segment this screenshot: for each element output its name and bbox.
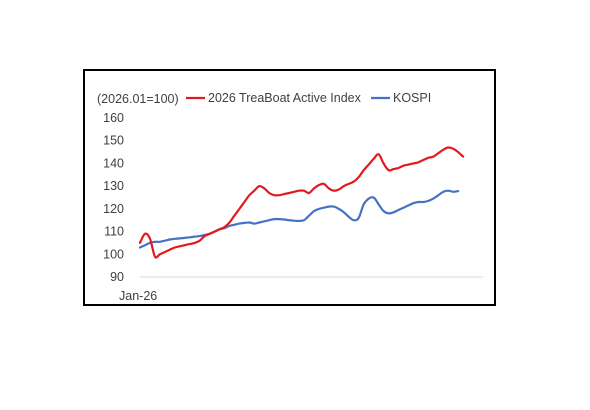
legend-label: KOSPI [393, 91, 431, 105]
y-tick-label: 90 [110, 270, 124, 284]
line-chart: (2026.01=100) 2026 TreaBoat Active Index… [97, 91, 483, 303]
y-tick-label: 100 [103, 247, 124, 261]
legend-label: 2026 TreaBoat Active Index [208, 91, 362, 105]
chart-frame: (2026.01=100) 2026 TreaBoat Active Index… [83, 69, 496, 306]
series-line-treaboat-index [138, 146, 465, 259]
y-tick-label: 120 [103, 202, 124, 216]
y-tick-label: 110 [104, 225, 124, 239]
y-tick-label: 140 [103, 156, 124, 170]
y-tick-label: 130 [103, 179, 124, 193]
y-tick-label: 150 [103, 134, 124, 148]
series-line-kospi [138, 189, 460, 249]
x-axis: Jan-26 [119, 276, 483, 303]
y-tick-label: 160 [103, 111, 124, 125]
series-layer [138, 146, 465, 259]
x-tick-label: Jan-26 [119, 289, 157, 303]
unit-note: (2026.01=100) [97, 92, 179, 106]
y-axis: 90 100 110 120 130 140 150 160 [103, 111, 124, 284]
legend: 2026 TreaBoat Active Index KOSPI [186, 91, 431, 105]
